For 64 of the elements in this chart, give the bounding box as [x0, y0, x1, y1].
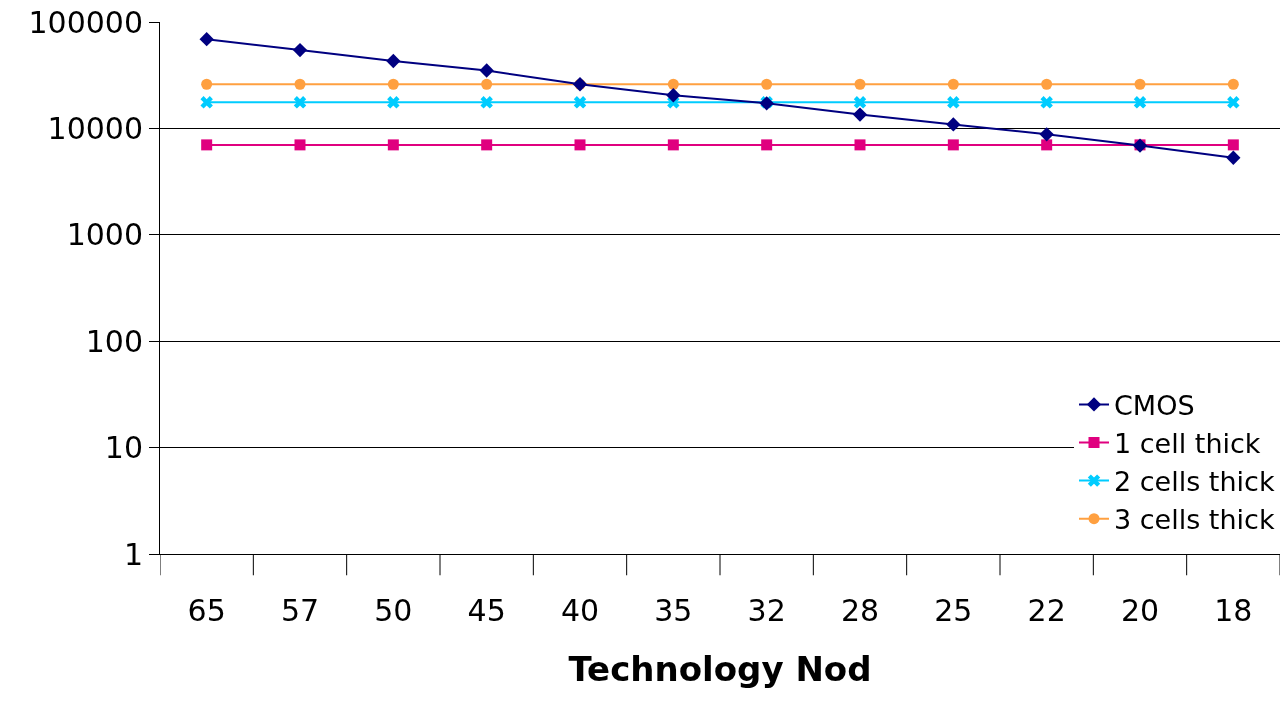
point — [946, 117, 961, 132]
point — [667, 139, 679, 151]
point — [1227, 78, 1239, 90]
y-tick-label: 10 — [104, 430, 143, 466]
point — [667, 78, 679, 90]
point — [854, 139, 866, 151]
point — [947, 139, 959, 151]
point — [761, 78, 773, 90]
legend-label: CMOS — [1114, 389, 1195, 421]
x-tick-label: 25 — [934, 593, 973, 628]
y-tick-label: 1000 — [66, 217, 143, 253]
y-tick-label: 100000 — [28, 4, 143, 40]
point — [479, 63, 494, 78]
point — [200, 96, 213, 109]
x-tick-label: 65 — [187, 593, 226, 628]
point — [201, 78, 213, 90]
point — [201, 139, 213, 151]
point — [292, 42, 308, 58]
point — [294, 78, 306, 90]
point — [199, 32, 214, 47]
point — [386, 53, 401, 69]
point — [947, 78, 959, 90]
point — [1040, 96, 1053, 109]
x-tick-label: 18 — [1214, 593, 1253, 628]
point — [1133, 96, 1147, 109]
point — [294, 139, 306, 151]
point — [947, 96, 960, 109]
point — [852, 107, 868, 122]
point — [573, 96, 587, 109]
point — [387, 78, 399, 90]
x-tick-label: 28 — [840, 593, 880, 628]
x-tick-label: 50 — [374, 593, 413, 628]
y-tick-label: 1 — [123, 536, 143, 572]
point — [1134, 78, 1146, 90]
point — [1041, 78, 1053, 90]
y-tick-label: 10000 — [47, 110, 143, 146]
point — [387, 139, 399, 151]
x-axis-title: Technology Nod — [568, 649, 872, 690]
x-tick-label: 35 — [654, 593, 693, 628]
legend-label: 2 cells thick — [1114, 466, 1275, 498]
x-tick-label: 20 — [1120, 593, 1160, 628]
point — [854, 78, 866, 90]
point — [1227, 139, 1239, 151]
x-tick-label: 57 — [280, 593, 320, 628]
point — [1041, 139, 1053, 151]
point — [853, 96, 867, 109]
point — [1226, 150, 1241, 165]
x-tick-label: 22 — [1027, 593, 1066, 628]
point — [293, 96, 307, 109]
point — [387, 96, 400, 109]
y-tick-label: 100 — [85, 323, 143, 359]
point — [481, 139, 493, 151]
point — [1039, 127, 1054, 142]
point — [1227, 96, 1240, 109]
point — [574, 139, 586, 151]
legend-label: 3 cells thick — [1114, 504, 1275, 536]
x-tick-label: 40 — [560, 593, 600, 628]
point — [481, 78, 493, 90]
x-tick-label: 45 — [467, 593, 506, 628]
x-tick-label: 32 — [747, 593, 786, 628]
legend-label: 1 cell thick — [1114, 428, 1261, 460]
point — [480, 96, 493, 109]
point — [761, 139, 773, 151]
point — [666, 88, 681, 103]
